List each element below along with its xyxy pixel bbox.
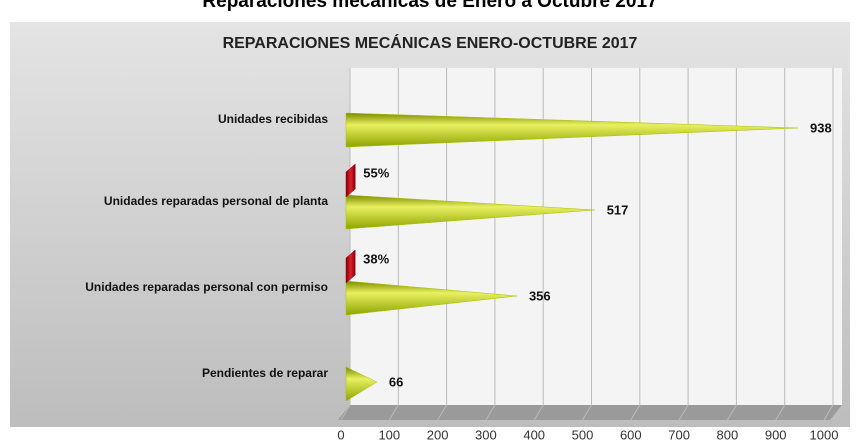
x-tick-label: 300 — [475, 427, 497, 441]
category-label: Pendientes de reparar — [202, 366, 328, 380]
value-label: 38% — [363, 251, 389, 266]
category-label: Unidades recibidas — [218, 112, 328, 126]
x-tick-label: 700 — [668, 427, 690, 441]
grid-line — [485, 68, 496, 421]
grid-line — [630, 68, 641, 421]
chart-title: REPARACIONES MECÁNICAS ENERO-OCTUBRE 201… — [223, 33, 638, 52]
x-tick-label: 800 — [717, 427, 739, 441]
back-wall — [350, 68, 842, 405]
value-label: 55% — [363, 165, 389, 180]
floor — [338, 405, 842, 420]
x-tick-label: 500 — [572, 427, 594, 441]
grid-line — [437, 68, 448, 421]
x-tick-label: 600 — [620, 427, 642, 441]
grid-line — [388, 68, 399, 421]
x-tick-label: 200 — [427, 427, 449, 441]
x-tick-label: 1000 — [810, 427, 839, 441]
cone — [345, 366, 378, 402]
page-title: Reparaciones mecánicas de Enero a Octubr… — [202, 0, 657, 12]
grid-line — [533, 68, 544, 421]
cone — [345, 194, 595, 230]
grid-line — [775, 68, 786, 421]
cone — [345, 280, 517, 316]
cone — [345, 112, 799, 148]
grid-line — [678, 68, 689, 421]
value-label: 517 — [607, 202, 629, 217]
grid-line — [582, 68, 592, 421]
category-label: Unidades reparadas personal de planta — [104, 194, 328, 208]
x-tick-label: 0 — [337, 427, 344, 441]
x-tick-label: 400 — [523, 427, 545, 441]
bar — [345, 249, 356, 284]
x-tick-label: 100 — [378, 427, 400, 441]
bar — [345, 163, 356, 198]
category-label: Unidades reparadas personal con permiso — [85, 280, 328, 294]
grid-line — [823, 68, 834, 421]
value-label: 66 — [389, 374, 403, 389]
value-label: 356 — [529, 288, 551, 303]
x-tick-label: 900 — [765, 427, 787, 441]
value-label: 938 — [810, 120, 832, 135]
grid-line — [726, 68, 737, 421]
